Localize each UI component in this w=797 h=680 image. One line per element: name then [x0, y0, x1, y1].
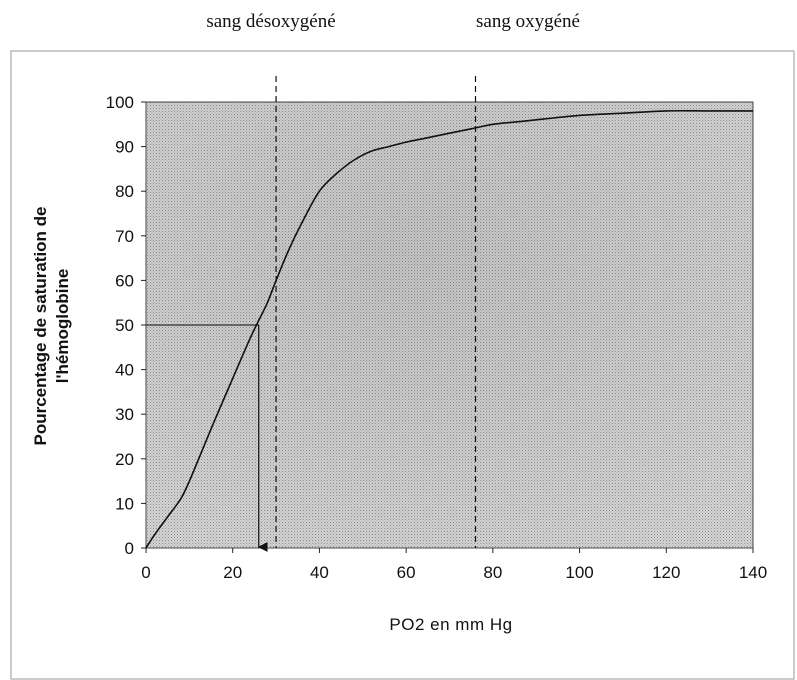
label-deoxygenated: sang désoxygéné	[206, 11, 335, 32]
x-tick-label: 80	[483, 563, 502, 582]
y-tick-label: 40	[115, 361, 134, 380]
x-tick-label: 0	[141, 563, 150, 582]
y-tick-label: 100	[106, 93, 134, 112]
label-oxygenated: sang oxygéné	[476, 11, 580, 32]
x-tick-label: 120	[652, 563, 680, 582]
y-tick-label: 10	[115, 494, 134, 513]
x-tick-label: 40	[310, 563, 329, 582]
x-tick-label: 100	[565, 563, 593, 582]
y-tick-label: 30	[115, 405, 134, 424]
y-tick-label: 50	[115, 316, 134, 335]
y-axis-title-line-2: l'hémoglobine	[53, 269, 72, 384]
y-tick-label: 90	[115, 138, 134, 157]
x-axis-title: PO2 en mm Hg	[389, 615, 512, 634]
x-axis: 0 20 40 60 80 100 120 140	[141, 548, 767, 582]
y-tick-label: 70	[115, 227, 134, 246]
y-axis-title-line-1: Pourcentage de saturation de	[31, 207, 50, 446]
x-tick-label: 60	[397, 563, 416, 582]
saturation-curve	[145, 109, 753, 549]
x-tick-label: 20	[223, 563, 242, 582]
y-tick-label: 0	[125, 539, 134, 558]
plot-area	[145, 101, 754, 549]
reference-lines	[146, 76, 477, 552]
y-tick-label: 60	[115, 271, 134, 290]
x-tick-label: 140	[739, 563, 767, 582]
y-tick-label: 20	[115, 450, 134, 469]
series-group	[145, 109, 753, 549]
y-tick-label: 80	[115, 182, 134, 201]
y-axis: 0 10 20 30 40 50 60 70 80 90 100	[106, 93, 146, 558]
